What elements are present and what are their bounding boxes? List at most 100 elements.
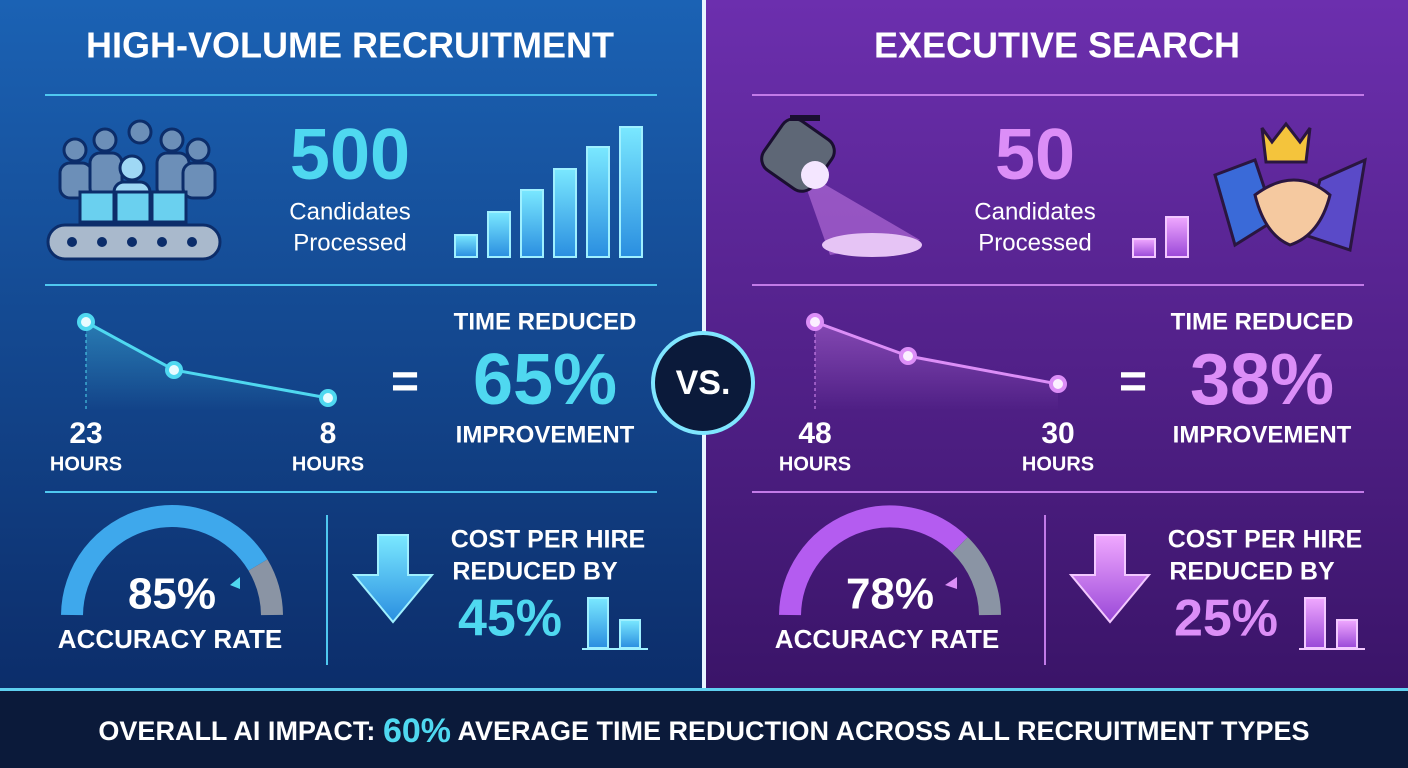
- shape: [92, 127, 118, 153]
- footer-bar: [0, 690, 1408, 768]
- shape: [553, 168, 577, 258]
- down-arrow: [351, 534, 435, 624]
- shape: [248, 559, 283, 616]
- shape: [58, 119, 217, 200]
- trend-line: [806, 313, 1067, 410]
- gauge: [779, 505, 1001, 616]
- cost-label: REDUCED BY: [452, 558, 618, 586]
- footer-highlight: 60%: [383, 712, 451, 750]
- heading: TIME REDUCED: [454, 308, 637, 335]
- gauge-value: 85%: [128, 570, 216, 619]
- shape: [520, 189, 544, 258]
- panel-title: EXECUTIVE SEARCH: [874, 25, 1240, 66]
- shape: [127, 237, 137, 247]
- hours-unit: HOURS: [292, 453, 364, 475]
- equals: =: [391, 356, 419, 409]
- shape: [187, 237, 197, 247]
- shape: [779, 505, 968, 616]
- cost-label: REDUCED BY: [1169, 558, 1335, 586]
- mini-bars: [1299, 597, 1365, 650]
- shape: [586, 146, 610, 258]
- shape: [230, 577, 240, 589]
- cost-value: 45%: [458, 590, 562, 648]
- shape: [1304, 597, 1326, 649]
- shape: [77, 313, 337, 407]
- hours-unit: HOURS: [1022, 453, 1094, 475]
- shape: [822, 233, 922, 257]
- shape: [801, 161, 829, 189]
- shape: [67, 237, 197, 247]
- shape: [97, 237, 107, 247]
- equals: =: [1119, 356, 1147, 409]
- shape: [1336, 619, 1358, 649]
- shape: [619, 619, 641, 649]
- shape: [67, 237, 77, 247]
- down-arrow: [1068, 534, 1152, 624]
- big-percent: 65%: [473, 340, 617, 420]
- caption: Processed: [978, 229, 1091, 256]
- gauge-label: ACCURACY RATE: [58, 624, 282, 654]
- shape: [1165, 216, 1189, 258]
- shape: [619, 126, 643, 258]
- cost-label: COST PER HIRE: [1168, 526, 1362, 554]
- spotlight-icon: [760, 115, 922, 257]
- caption: IMPROVEMENT: [456, 421, 635, 448]
- cost-label: COST PER HIRE: [451, 526, 645, 554]
- shape: [165, 361, 183, 379]
- footer-suffix: AVERAGE TIME REDUCTION ACROSS ALL RECRUI…: [458, 716, 1310, 746]
- shape: [899, 347, 917, 365]
- hours-value: 48: [798, 417, 831, 450]
- shape: [77, 313, 95, 331]
- shape: [319, 389, 337, 407]
- crowd-icon: [46, 119, 222, 261]
- footer-prefix: OVERALL AI IMPACT:: [98, 716, 375, 746]
- caption: Candidates: [289, 198, 410, 225]
- hours-value: 23: [69, 417, 102, 450]
- hours-value: 8: [320, 417, 337, 450]
- trend-line: [77, 313, 337, 410]
- shape: [587, 597, 609, 649]
- hours-value: 30: [1041, 417, 1074, 450]
- footer-border: [0, 688, 1408, 691]
- separators: [45, 94, 657, 665]
- shape: [806, 313, 824, 331]
- shape: [157, 237, 167, 247]
- caption: Candidates: [974, 198, 1095, 225]
- shape: [159, 127, 185, 153]
- shape: [815, 322, 1058, 410]
- shape: [806, 313, 1067, 393]
- shape: [61, 505, 268, 616]
- shape: [1132, 238, 1156, 258]
- shape: [1260, 121, 1312, 164]
- shape: [150, 190, 188, 224]
- vs-badge: [651, 331, 755, 435]
- cost-value: 25%: [1174, 590, 1278, 648]
- shape: [78, 190, 116, 224]
- big-number: 500: [290, 115, 410, 195]
- shape: [62, 137, 88, 163]
- footer-text: OVERALL AI IMPACT: 60% AVERAGE TIME REDU…: [98, 712, 1309, 750]
- shape: [127, 119, 153, 145]
- hours-unit: HOURS: [50, 453, 122, 475]
- mini-bars: [582, 597, 648, 650]
- shape: [1049, 375, 1067, 393]
- caption: IMPROVEMENT: [1173, 421, 1352, 448]
- vs-label: VS.: [676, 364, 731, 402]
- heading: TIME REDUCED: [1171, 308, 1354, 335]
- gauge-label: ACCURACY RATE: [775, 624, 999, 654]
- gauge-value: 78%: [846, 570, 934, 619]
- shape: [181, 161, 217, 200]
- mini-bars: [454, 126, 643, 258]
- shape: [952, 537, 1001, 616]
- shape: [487, 211, 511, 258]
- shape: [800, 170, 920, 255]
- shape: [945, 577, 957, 589]
- shape: [185, 137, 211, 163]
- hours-unit: HOURS: [779, 453, 851, 475]
- big-percent: 38%: [1190, 340, 1334, 420]
- shape: [114, 190, 152, 224]
- handshake-icon: [1213, 121, 1367, 252]
- panel-title: HIGH-VOLUME RECRUITMENT: [86, 25, 614, 66]
